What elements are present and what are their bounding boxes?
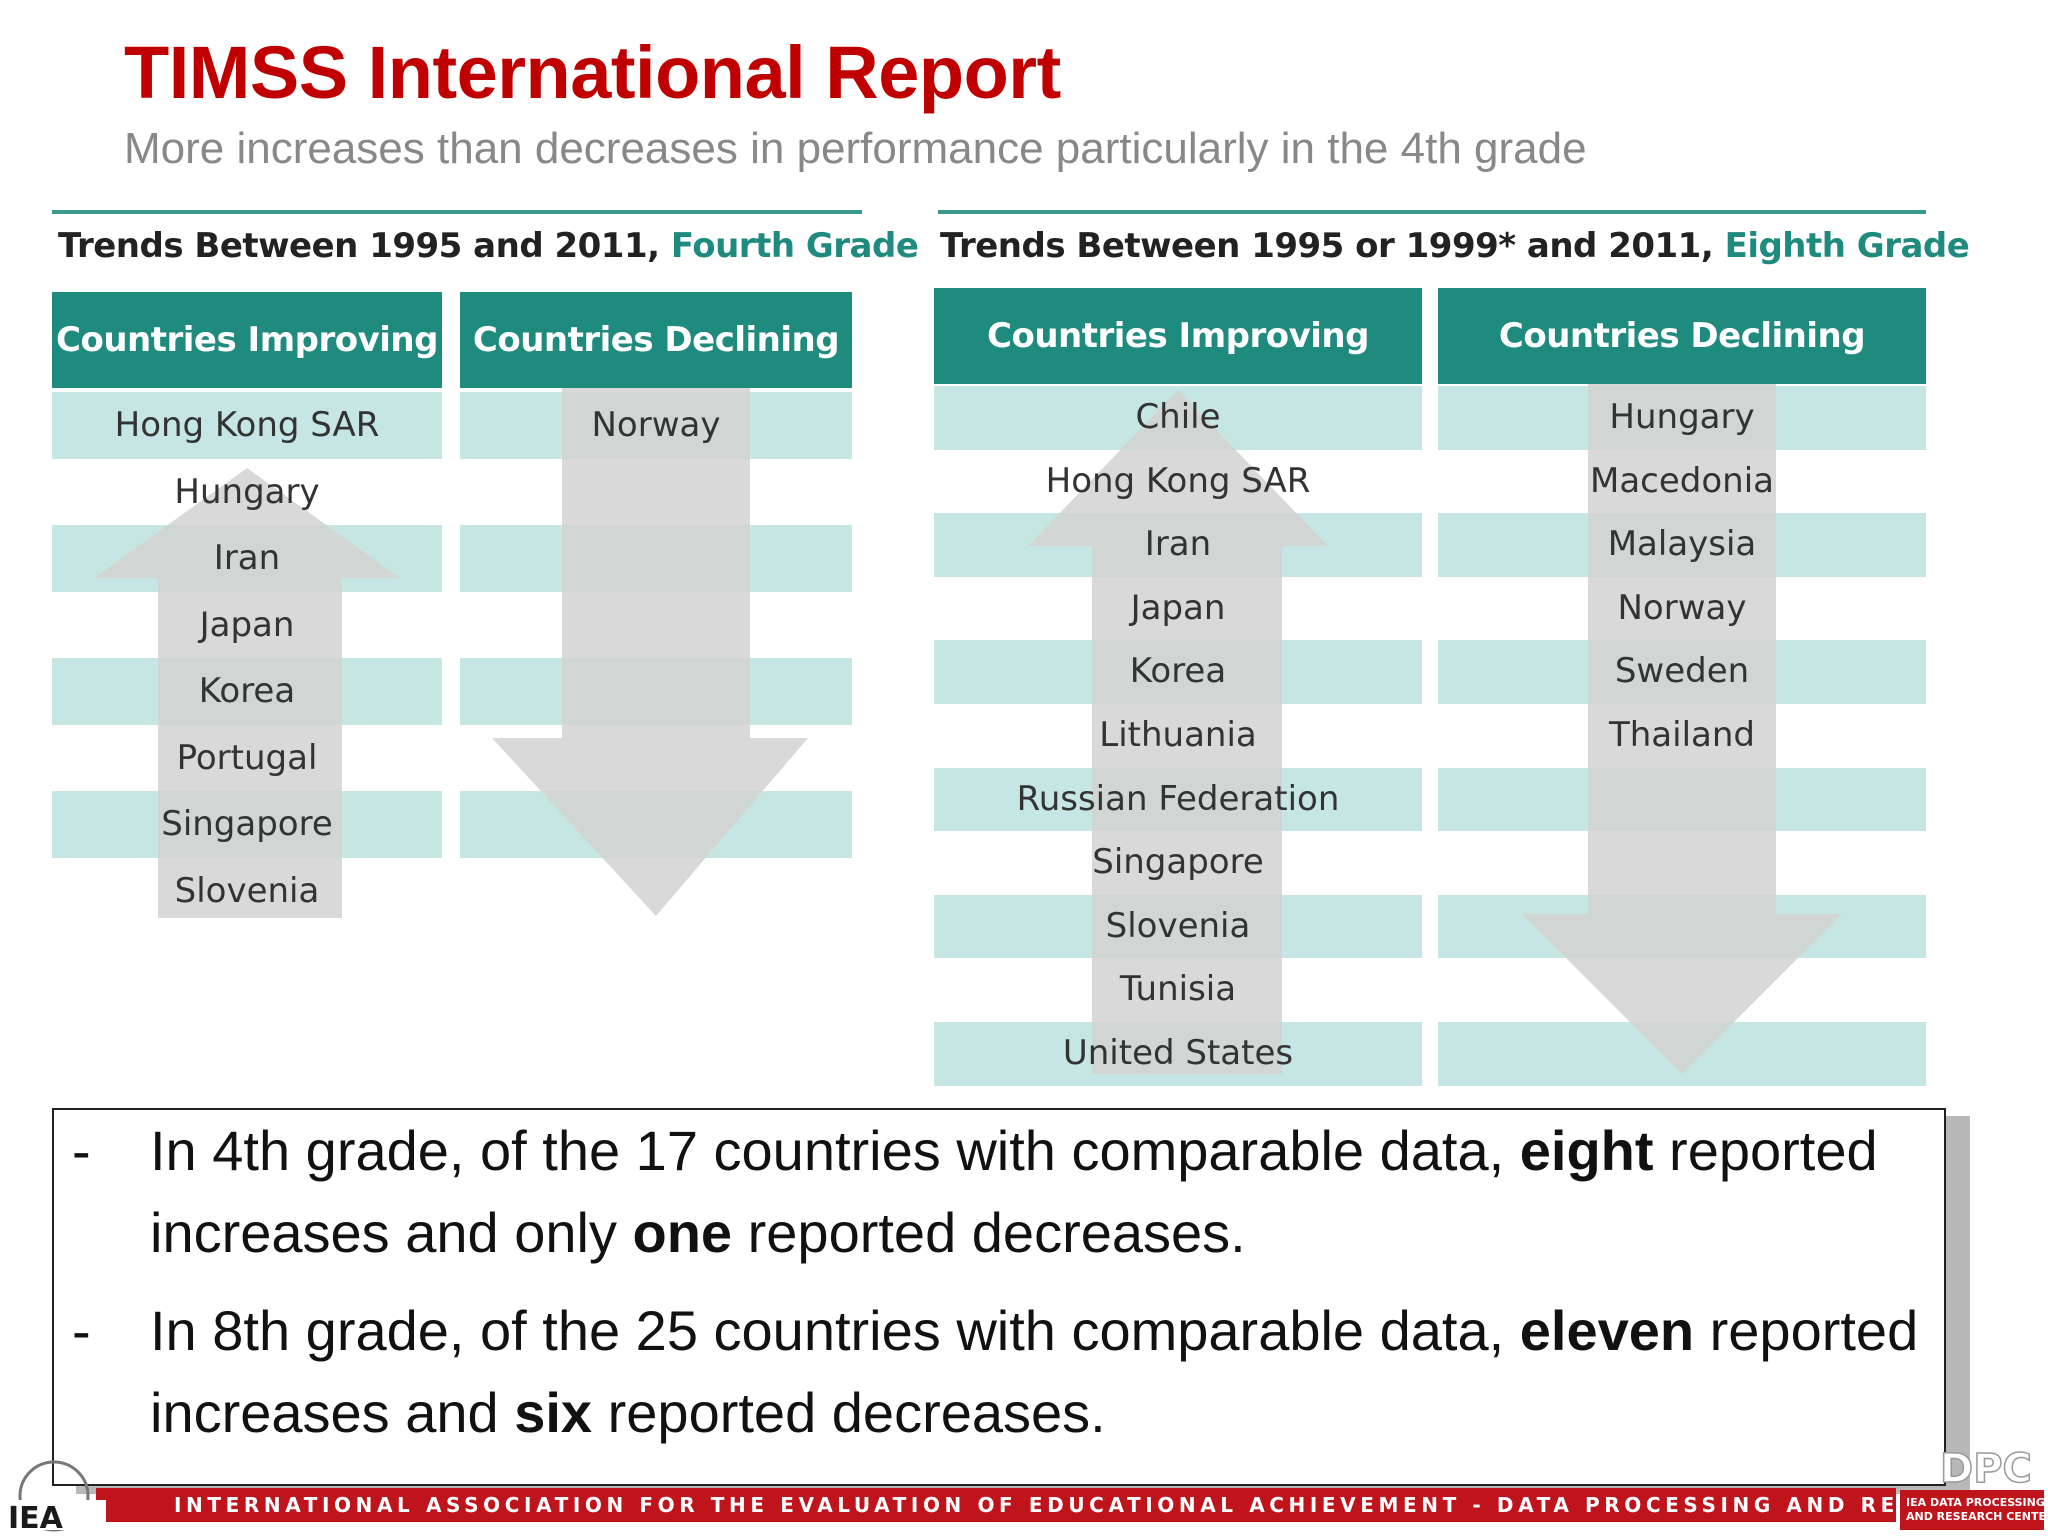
eighth-improving-item: United States [1062, 1033, 1294, 1073]
eighth-declining-item: Thailand [1608, 715, 1755, 755]
eighth-improving-item: Chile [1135, 397, 1221, 437]
fourth-improving-item: Japan [199, 604, 295, 645]
bullet-emphasis: eight [1519, 1119, 1654, 1182]
up-arrow-icon [94, 468, 400, 918]
bullet-emphasis: one [632, 1201, 733, 1264]
row-band [52, 392, 442, 459]
eighth-improving-header: Countries Improving [934, 288, 1422, 384]
iea-logo-icon: IEA [8, 1460, 106, 1534]
eighth-improving-item: Japan [1130, 587, 1226, 628]
eighth-grade-heading-prefix: Trends Between 1995 or 1999* and 2011, [940, 226, 1714, 266]
eighth-grade-rule [938, 210, 1926, 214]
eighth-declining-item: Norway [1617, 587, 1747, 628]
fourth-improving-item: Singapore [161, 804, 333, 844]
down-arrow-icon [1522, 384, 1842, 1074]
bullet-text-part: In 4th grade, of the 17 countries with c… [150, 1119, 1520, 1182]
fourth-improving-item: Korea [198, 671, 296, 711]
fourth-grade-rule [52, 210, 862, 214]
eighth-declining-item: Macedonia [1590, 460, 1774, 501]
eighth-grade-heading: Trends Between 1995 or 1999* and 2011, E… [940, 226, 1970, 266]
bullet-dash: - [72, 1299, 91, 1362]
eighth-improving-item: Korea [1129, 651, 1227, 692]
eighth-improving-item: Hong Kong SAR [1045, 460, 1311, 501]
fourth-declining-column: Countries Declining Norway [460, 292, 852, 922]
fourth-grade-heading-prefix: Trends Between 1995 and 2011, [58, 226, 660, 266]
bullet-emphasis: six [514, 1381, 593, 1444]
bullet-text-part: reported decreases. [592, 1381, 1106, 1444]
eighth-declining-header: Countries Declining [1438, 288, 1926, 384]
dpc-logo-text: DPC [1940, 1446, 2032, 1492]
fourth-improving-header: Countries Improving [52, 292, 442, 388]
eighth-improving-item: Slovenia [1105, 905, 1251, 946]
bullet-text-4th: In 4th grade, of the 17 countries with c… [150, 1110, 1924, 1274]
footer-bar [96, 1488, 1896, 1522]
fourth-improving-item: Portugal [176, 737, 318, 778]
up-arrow-icon [1028, 390, 1328, 1074]
eighth-grade-heading-grade: Eighth Grade [1724, 226, 1970, 266]
eighth-declining-item: Hungary [1609, 397, 1755, 437]
slide-title: TIMSS International Report [124, 31, 1061, 114]
fourth-grade-heading-grade: Fourth Grade [670, 226, 919, 266]
fourth-declining-header: Countries Declining [460, 292, 852, 388]
eighth-improving-item: Russian Federation [1016, 778, 1340, 819]
bullet-text-8th: In 8th grade, of the 25 countries with c… [150, 1290, 1924, 1454]
footer: INTERNATIONAL ASSOCIATION FOR THE EVALUA… [0, 1446, 2048, 1536]
dpc-logo-sub1: IEA DATA PROCESSING [1906, 1496, 2044, 1509]
fourth-declining-item: Norway [591, 405, 721, 445]
fourth-grade-heading: Trends Between 1995 and 2011, Fourth Gra… [58, 226, 919, 266]
summary-box: - In 4th grade, of the 17 countries with… [52, 1108, 1946, 1486]
dprc-logo-icon: DPC IEA DATA PROCESSING AND RESEARCH CEN… [1900, 1446, 2044, 1530]
bullet-text-part: reported increases and only [150, 1119, 1878, 1264]
eighth-improving-item: Lithuania [1099, 715, 1257, 755]
bullet-dash: - [72, 1119, 91, 1182]
bullet-text-part: reported increases and [150, 1299, 1919, 1444]
eighth-declining-column: Countries Declining Hungary Macedonia Mala… [1438, 288, 1926, 1086]
fourth-improving-item: Slovenia [174, 870, 320, 911]
slide-subtitle: More increases than decreases in perform… [124, 124, 1587, 173]
fourth-improving-item: Iran [213, 538, 281, 578]
eighth-improving-item: Singapore [1092, 842, 1264, 883]
eighth-declining-item: Malaysia [1607, 524, 1757, 565]
fourth-improving-item: Hungary [174, 471, 320, 512]
footer-text: INTERNATIONAL ASSOCIATION FOR THE EVALUA… [174, 1493, 2048, 1517]
bullet-text-part: In 8th grade, of the 25 countries with c… [150, 1299, 1520, 1362]
down-arrow-icon [492, 388, 808, 916]
eighth-improving-item: Tunisia [1119, 969, 1237, 1010]
bullet-emphasis: eleven [1519, 1299, 1695, 1362]
eighth-improving-column: Countries Improving Chile Hong Kong SAR Ir… [934, 288, 1422, 1086]
dpc-logo-sub2: AND RESEARCH CENTER [1906, 1510, 2044, 1523]
bullet-text-part: reported decreases. [732, 1201, 1246, 1264]
eighth-improving-item: Iran [1144, 524, 1212, 565]
fourth-improving-item: Hong Kong SAR [114, 405, 380, 445]
eighth-declining-item: Sweden [1614, 651, 1750, 692]
iea-logo-text: IEA [8, 1501, 64, 1534]
fourth-improving-column: Countries Improving Hong Kong SAR Hungary… [52, 292, 442, 922]
